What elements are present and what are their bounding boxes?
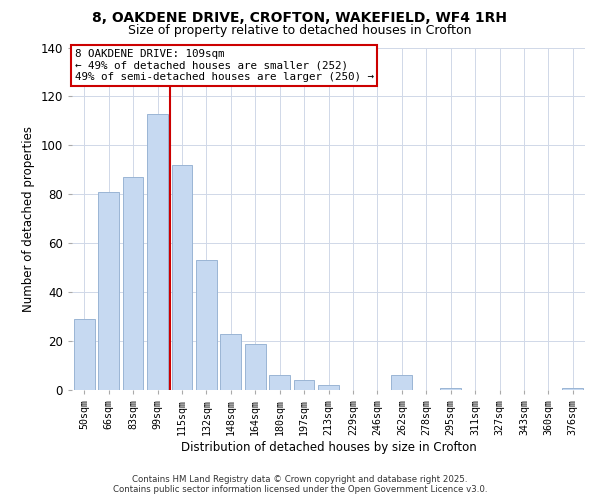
Text: 8 OAKDENE DRIVE: 109sqm
← 49% of detached houses are smaller (252)
49% of semi-d: 8 OAKDENE DRIVE: 109sqm ← 49% of detache… — [74, 49, 374, 82]
X-axis label: Distribution of detached houses by size in Crofton: Distribution of detached houses by size … — [181, 440, 476, 454]
Bar — [74, 319, 95, 390]
Bar — [440, 388, 461, 390]
Bar — [245, 344, 266, 390]
Bar — [562, 388, 583, 390]
Text: Size of property relative to detached houses in Crofton: Size of property relative to detached ho… — [128, 24, 472, 37]
Bar — [318, 385, 339, 390]
Text: 8, OAKDENE DRIVE, CROFTON, WAKEFIELD, WF4 1RH: 8, OAKDENE DRIVE, CROFTON, WAKEFIELD, WF… — [92, 11, 508, 25]
Bar — [122, 177, 143, 390]
Text: Contains HM Land Registry data © Crown copyright and database right 2025.
Contai: Contains HM Land Registry data © Crown c… — [113, 474, 487, 494]
Bar — [172, 165, 193, 390]
Bar — [98, 192, 119, 390]
Bar — [293, 380, 314, 390]
Bar — [220, 334, 241, 390]
Bar — [147, 114, 168, 390]
Bar — [391, 376, 412, 390]
Bar — [196, 260, 217, 390]
Y-axis label: Number of detached properties: Number of detached properties — [22, 126, 35, 312]
Bar — [269, 376, 290, 390]
